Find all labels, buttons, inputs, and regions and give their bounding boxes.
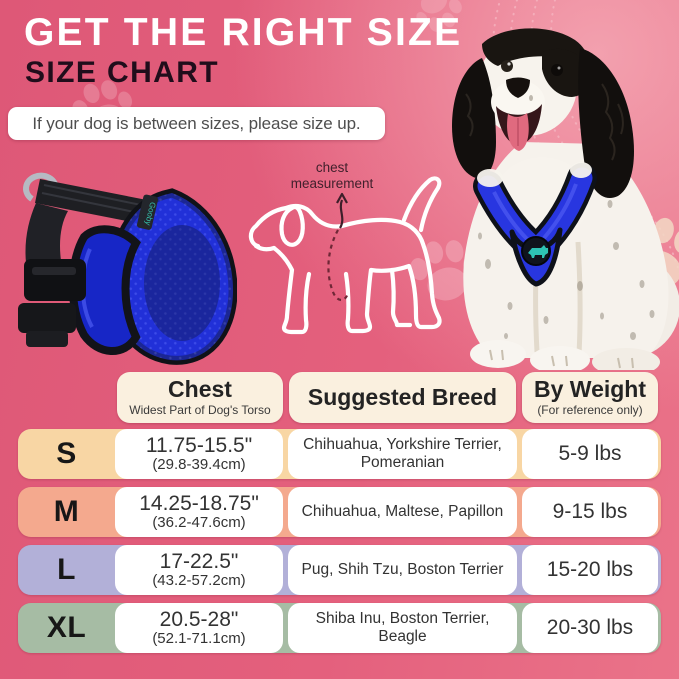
measurement-label-line2: measurement <box>291 176 374 191</box>
chest-centimeters: (52.1-71.1cm) <box>152 629 246 647</box>
paw-print-icon <box>416 0 462 32</box>
header-breed-title: Suggested Breed <box>307 383 498 410</box>
weight-cell: 15-20 lbs <box>522 545 658 595</box>
header-chest-title: Chest <box>168 376 232 403</box>
dog-harness <box>473 163 597 287</box>
breed-cell: Chihuahua, Yorkshire Terrier, Pomeranian <box>288 429 517 479</box>
brand-dog-logo-icon <box>528 245 548 258</box>
weight-cell: 9-15 lbs <box>522 487 658 537</box>
header-chest: Chest Widest Part of Dog's Torso <box>117 372 283 423</box>
chest-cell: 14.25-18.75" (36.2-47.6cm) <box>115 487 283 537</box>
header-weight-subtitle: (For reference only) <box>537 402 643 417</box>
harness-photo: Gooby <box>18 172 237 365</box>
chest-centimeters: (29.8-39.4cm) <box>152 455 246 473</box>
table-row: M 14.25-18.75" (36.2-47.6cm) Chihuahua, … <box>18 487 661 537</box>
chest-measure-line <box>327 229 350 302</box>
chest-inches: 20.5-28" <box>159 607 239 631</box>
page-subtitle: SIZE CHART <box>25 56 219 89</box>
chest-inches: 11.75-15.5" <box>145 433 253 457</box>
table-row: L 17-22.5" (43.2-57.2cm) Pug, Shih Tzu, … <box>18 545 661 595</box>
size-table-rows: S 11.75-15.5" (29.8-39.4cm) Chihuahua, Y… <box>0 429 679 661</box>
weight-cell: 20-30 lbs <box>522 603 658 653</box>
header-weight: By Weight (For reference only) <box>522 372 658 423</box>
table-row: S 11.75-15.5" (29.8-39.4cm) Chihuahua, Y… <box>18 429 661 479</box>
header-weight-title: By Weight <box>533 376 647 403</box>
sizing-note: If your dog is between sizes, please siz… <box>8 107 385 140</box>
size-label: S <box>56 437 77 470</box>
dog-outline-illustration: chest measurement <box>248 160 442 335</box>
breed-cell: Pug, Shih Tzu, Boston Terrier <box>288 545 517 595</box>
chest-centimeters: (36.2-47.6cm) <box>152 513 246 531</box>
harness-brand-tag: Gooby <box>136 194 159 230</box>
chest-centimeters: (43.2-57.2cm) <box>152 571 246 589</box>
chest-cell: 17-22.5" (43.2-57.2cm) <box>115 545 283 595</box>
chest-inches: 14.25-18.75" <box>139 491 259 515</box>
breed-cell: Shiba Inu, Boston Terrier, Beagle <box>288 603 517 653</box>
table-row: XL 20.5-28" (52.1-71.1cm) Shiba Inu, Bos… <box>18 603 661 653</box>
header-breed: Suggested Breed <box>289 372 516 423</box>
measure-arrow <box>339 199 344 229</box>
weight-cell: 5-9 lbs <box>522 429 658 479</box>
size-label: L <box>57 553 76 586</box>
size-label: M <box>53 495 80 528</box>
measurement-label-line1: chest <box>316 160 349 175</box>
chest-inches: 17-22.5" <box>159 549 239 573</box>
header-chest-subtitle: Widest Part of Dog's Torso <box>129 402 271 417</box>
size-label: XL <box>46 611 87 644</box>
chest-cell: 11.75-15.5" (29.8-39.4cm) <box>115 429 283 479</box>
page-title: GET THE RIGHT SIZE <box>24 11 463 54</box>
dog-photo <box>452 28 679 370</box>
chest-cell: 20.5-28" (52.1-71.1cm) <box>115 603 283 653</box>
breed-cell: Chihuahua, Maltese, Papillon <box>288 487 517 537</box>
